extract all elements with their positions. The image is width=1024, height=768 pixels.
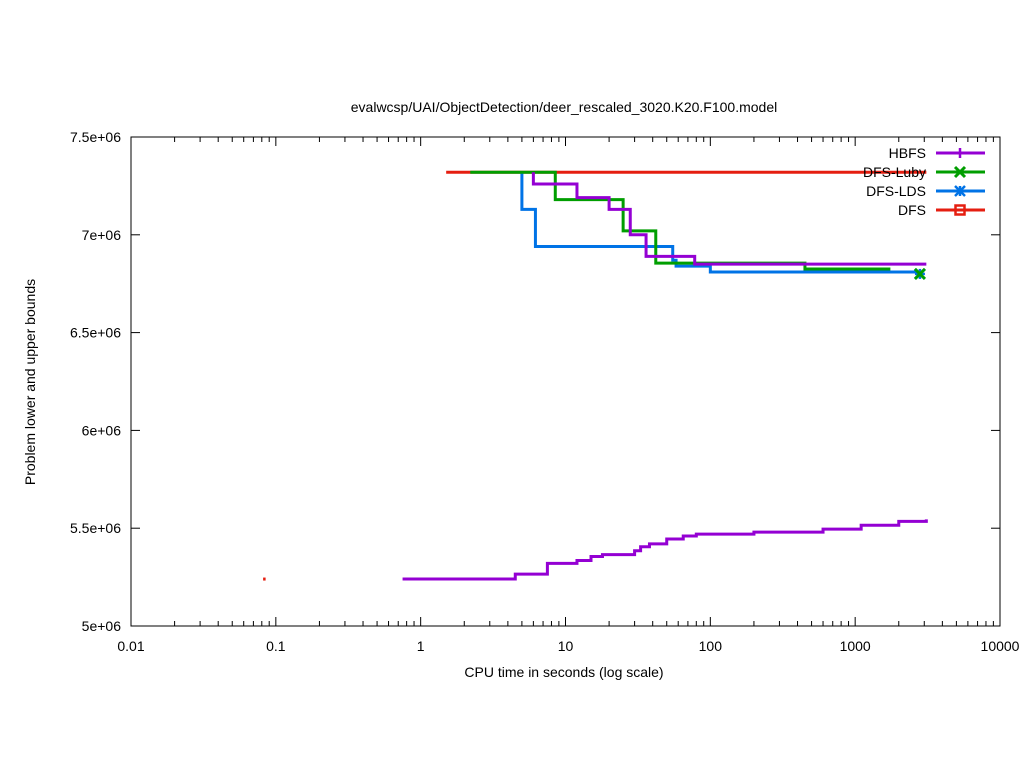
legend-label-dfs: DFS xyxy=(898,202,926,218)
legend-marker-hbfs xyxy=(955,148,965,158)
legend-marker-dfs-lds xyxy=(954,185,966,197)
y-tick-label: 7.5e+06 xyxy=(70,129,121,145)
dfs-lds-upper-line xyxy=(520,172,920,274)
y-axis-label: Problem lower and upper bounds xyxy=(22,279,38,485)
y-tick-label: 5.5e+06 xyxy=(70,520,121,536)
y-tick-label: 5e+06 xyxy=(82,618,122,634)
y-tick-label: 7e+06 xyxy=(82,227,122,243)
x-tick-label: 10000 xyxy=(981,638,1020,654)
legend: HBFS DFS-Luby DFS-LDS DFS xyxy=(863,145,985,218)
dfs-luby-end-marker xyxy=(913,267,926,280)
dfs-luby-upper-line xyxy=(470,170,891,271)
hbfs-lower-line xyxy=(402,519,928,581)
legend-label-dfs-luby: DFS-Luby xyxy=(863,164,926,180)
hbfs-upper-line xyxy=(531,172,927,266)
x-tick-label: 1000 xyxy=(840,638,871,654)
y-tick-label: 6.5e+06 xyxy=(70,325,121,341)
x-tick-label: 0.01 xyxy=(117,638,144,654)
y-tick-label: 6e+06 xyxy=(82,422,122,438)
chart-title: evalwcsp/UAI/ObjectDetection/deer_rescal… xyxy=(351,99,777,115)
series-layer xyxy=(263,170,928,581)
x-axis-label: CPU time in seconds (log scale) xyxy=(464,664,663,680)
legend-label-dfs-lds: DFS-LDS xyxy=(866,183,926,199)
x-tick-label: 100 xyxy=(699,638,723,654)
x-tick-label: 10 xyxy=(558,638,574,654)
x-tick-label: 1 xyxy=(417,638,425,654)
legend-marker-dfs xyxy=(954,204,966,216)
x-tick-label: 0.1 xyxy=(266,638,286,654)
early-lower-point xyxy=(263,577,266,581)
plot-frame xyxy=(130,136,1001,627)
legend-label-hbfs: HBFS xyxy=(889,145,926,161)
axes: 0.01 0.1 1 10 100 1000 10000 5e+06 5.5e+06 6e+06 6… xyxy=(70,129,1020,654)
legend-marker-dfs-luby xyxy=(953,165,967,179)
